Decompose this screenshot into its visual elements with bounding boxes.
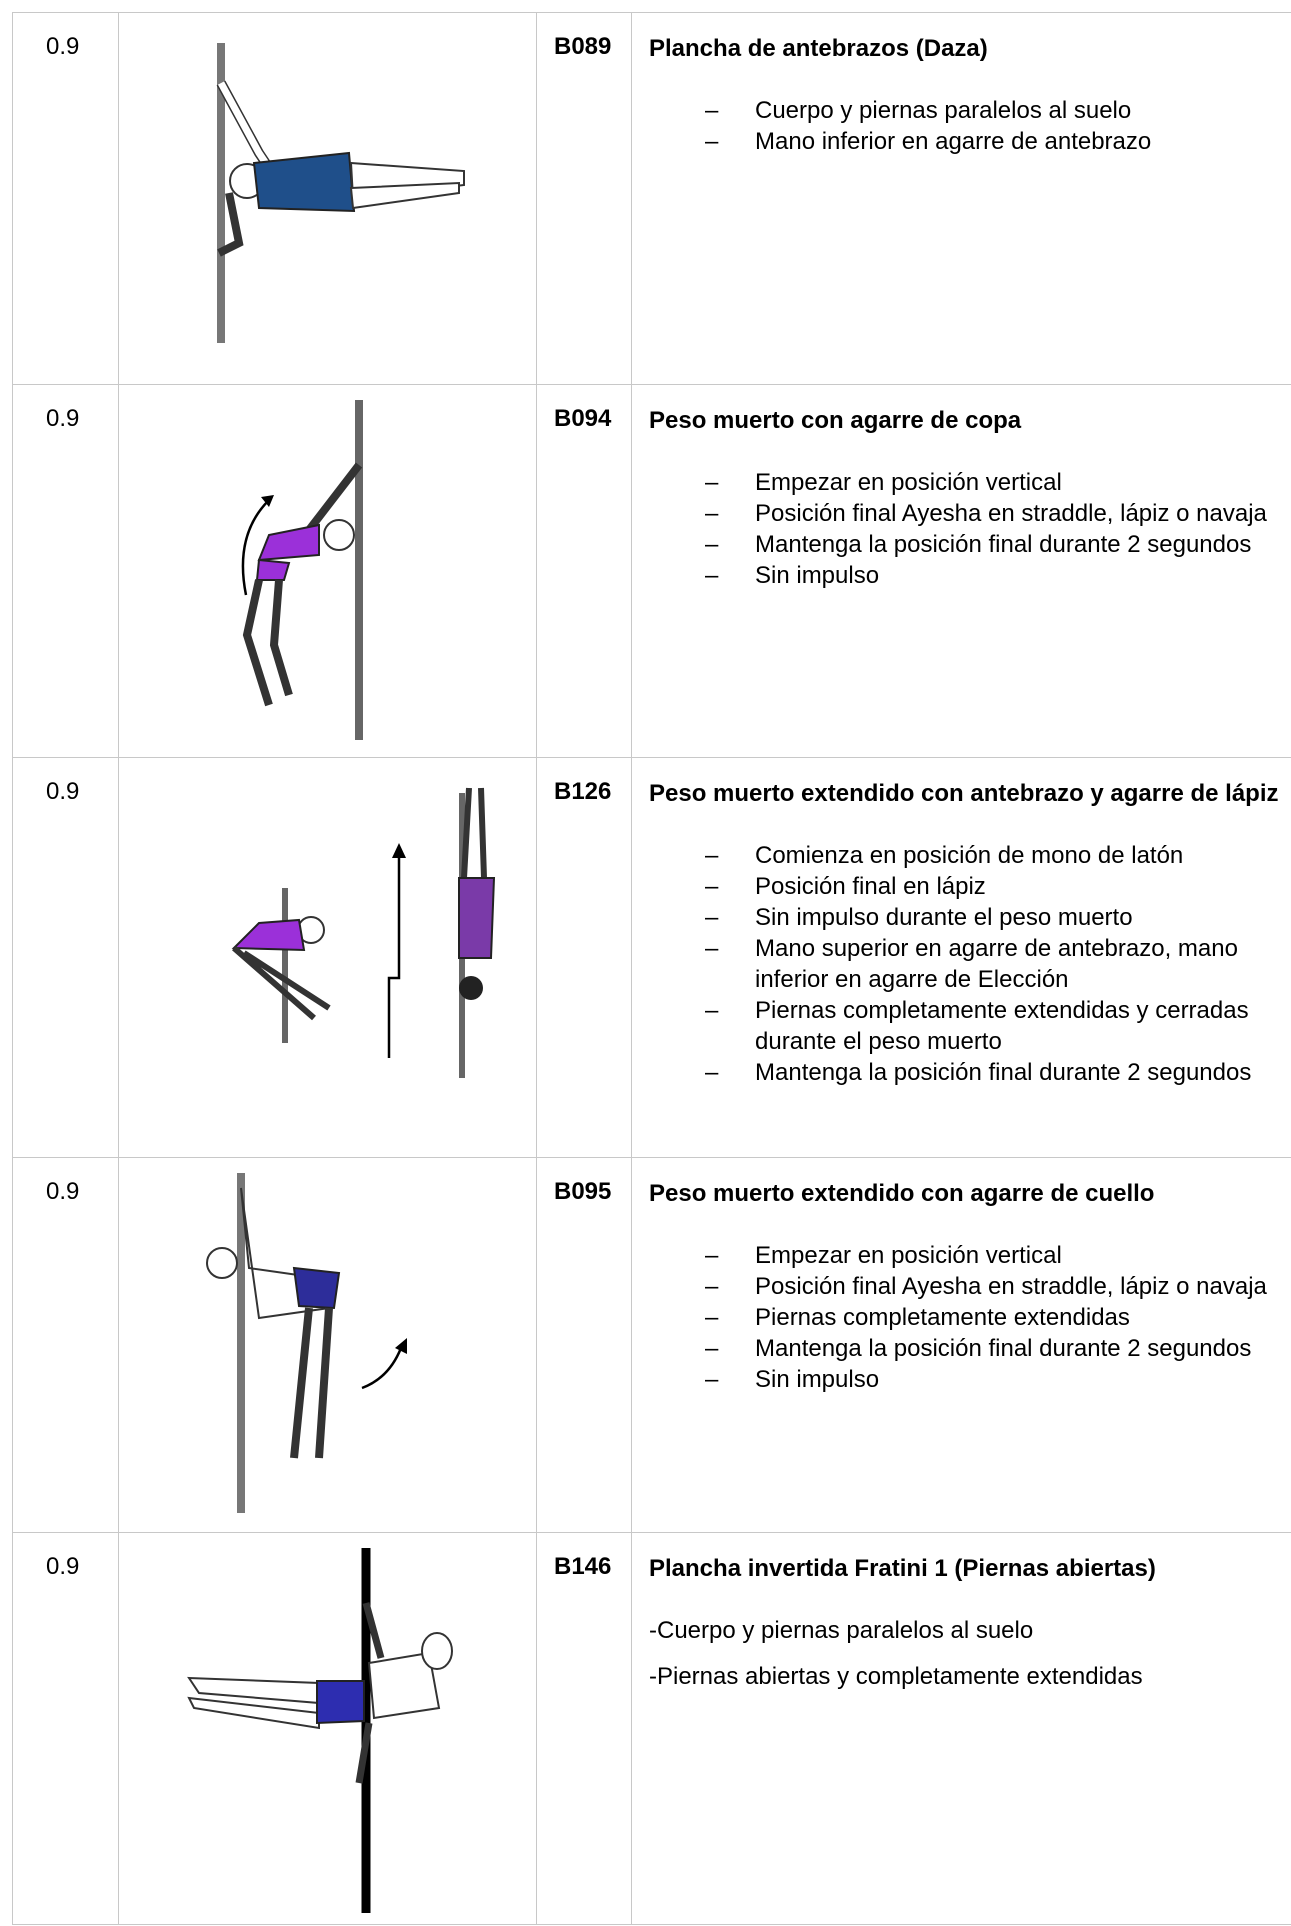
bullet-list: – Empezar en posición vertical – Posición f… (649, 1240, 1291, 1395)
bullet-text: Empezar en posición vertical (755, 1242, 1062, 1269)
bullet-text: Mano superior en agarre de antebrazo, ma… (755, 935, 1238, 993)
description-cell: Peso muerto extendido con antebrazo y ag… (632, 758, 1291, 1157)
bullet-item: – Comienza en posición de mono de latón (705, 840, 1291, 871)
bullet-text: Mantenga la posición final durante 2 seg… (755, 531, 1252, 558)
dash-marker: – (705, 1335, 719, 1362)
table-row: 0.9 B126 Peso muerto extendido con antebr… (12, 757, 1291, 1157)
score-cell: 0.9 (13, 758, 119, 1157)
illustration-cell (119, 1158, 537, 1532)
bullet-item: – Mano superior en agarre de antebrazo, m… (705, 933, 1291, 995)
bullet-item: – Piernas completamente extendidas y cerr… (705, 995, 1291, 1057)
table-row: 0.9 B089 Plancha de antebrazos (Daza) – Cue… (12, 12, 1291, 384)
code-cell: B095 (537, 1158, 632, 1532)
bullet-text: Sin impulso (755, 562, 880, 589)
bullet-text: Sin impulso (755, 1366, 880, 1393)
description-line: -Piernas abiertas y completamente extend… (649, 1663, 1143, 1690)
move-title: Peso muerto extendido con antebrazo y ag… (649, 780, 1279, 807)
dash-marker: – (705, 1273, 719, 1300)
code-cell: B089 (537, 13, 632, 384)
bullet-text: Empezar en posición vertical (755, 469, 1062, 496)
bullet-item: – Mano inferior en agarre de antebrazo (705, 126, 1291, 157)
bullet-text: Piernas completamente extendidas y cerra… (755, 997, 1249, 1055)
dash-marker: – (705, 904, 719, 931)
bullet-list: – Cuerpo y piernas paralelos al suelo – Man… (649, 95, 1291, 157)
dash-marker: – (705, 128, 719, 155)
bullet-text: Sin impulso durante el peso muerto (755, 904, 1133, 931)
illustration-cell (119, 385, 537, 757)
dash-marker: – (705, 1242, 719, 1269)
bullet-item: – Sin impulso (705, 560, 1291, 591)
bullet-list: – Comienza en posición de mono de latón – P… (649, 840, 1291, 1088)
dash-marker: – (705, 873, 719, 900)
table-row: 0.9 B094 Peso muerto con agarre de copa – E… (12, 384, 1291, 757)
description-line: -Cuerpo y piernas paralelos al suelo (649, 1617, 1034, 1644)
dash-marker: – (705, 500, 719, 527)
bullet-text: Posición final en lápiz (755, 873, 986, 900)
illustration (241, 400, 363, 740)
bullet-text: Posición final Ayesha en straddle, lápiz… (755, 1273, 1267, 1300)
bullet-item: – Piernas completamente extendidas (705, 1302, 1291, 1333)
dash-marker: – (705, 842, 719, 869)
bullet-item: – Empezar en posición vertical (705, 1240, 1291, 1271)
bullet-item: – Empezar en posición vertical (705, 467, 1291, 498)
dash-marker: – (705, 997, 719, 1024)
bullet-list: – Empezar en posición vertical – Posición f… (649, 467, 1291, 591)
illustration (216, 43, 465, 343)
move-title: Peso muerto con agarre de copa (649, 407, 1022, 434)
dash-marker: – (705, 1059, 719, 1086)
move-title: Plancha de antebrazos (Daza) (649, 35, 988, 62)
dash-marker: – (705, 1304, 719, 1331)
bullet-text: Piernas completamente extendidas (755, 1304, 1130, 1331)
illustration-cell (119, 13, 537, 384)
bullet-text: Mantenga la posición final durante 2 seg… (755, 1059, 1252, 1086)
code-cell: B126 (537, 758, 632, 1157)
code-cell: B094 (537, 385, 632, 757)
bullet-text: Mantenga la posición final durante 2 seg… (755, 1335, 1252, 1362)
illustration-cell (119, 758, 537, 1157)
illustration (206, 1173, 407, 1513)
dash-marker: – (705, 97, 719, 124)
bullet-text: Posición final Ayesha en straddle, lápiz… (755, 500, 1267, 527)
table-row: 0.9 B095 Peso muerto extendido con agarre… (12, 1157, 1291, 1532)
description-cell: Peso muerto con agarre de copa – Empezar e… (632, 385, 1291, 757)
score-cell: 0.9 (13, 385, 119, 757)
bullet-item: – Mantenga la posición final durante 2 se… (705, 1057, 1291, 1088)
dash-marker: – (705, 1366, 719, 1393)
score-cell: 0.9 (13, 13, 119, 384)
bullet-item: – Posición final Ayesha en straddle, lápi… (705, 498, 1291, 529)
description-cell: Plancha de antebrazos (Daza) – Cuerpo y pi… (632, 13, 1291, 384)
dash-marker: – (705, 469, 719, 496)
move-title: Plancha invertida Fratini 1 (Piernas abi… (649, 1555, 1156, 1582)
dash-marker: – (705, 531, 719, 558)
bullet-item: – Posición final Ayesha en straddle, lápi… (705, 1271, 1291, 1302)
dash-marker: – (705, 562, 719, 589)
bullet-item: – Mantenga la posición final durante 2 se… (705, 1333, 1291, 1364)
bullet-item: – Cuerpo y piernas paralelos al suelo (705, 95, 1291, 126)
bullet-item: – Posición final en lápiz (705, 871, 1291, 902)
bullet-item: – Sin impulso durante el peso muerto (705, 902, 1291, 933)
bullet-item: – Sin impulso (705, 1364, 1291, 1395)
move-title: Peso muerto extendido con agarre de cuel… (649, 1180, 1155, 1207)
dash-marker: – (705, 935, 719, 962)
score-cell: 0.9 (13, 1533, 119, 1924)
bullet-text: Cuerpo y piernas paralelos al suelo (755, 97, 1132, 124)
bullet-item: – Mantenga la posición final durante 2 se… (705, 529, 1291, 560)
code-cell: B146 (537, 1533, 632, 1924)
description-cell: Plancha invertida Fratini 1 (Piernas abi… (632, 1533, 1291, 1924)
illustration-cell (119, 1533, 537, 1924)
table-border (12, 1924, 1291, 1925)
illustration (187, 1548, 453, 1913)
description-cell: Peso muerto extendido con agarre de cuel… (632, 1158, 1291, 1532)
table-row: 0.9 B146 Plancha invertida Fratini 1 (Pie… (12, 1532, 1291, 1924)
score-cell: 0.9 (13, 1158, 119, 1532)
bullet-text: Mano inferior en agarre de antebrazo (755, 128, 1152, 155)
bullet-text: Comienza en posición de mono de latón (755, 842, 1184, 869)
illustration (231, 787, 496, 1078)
